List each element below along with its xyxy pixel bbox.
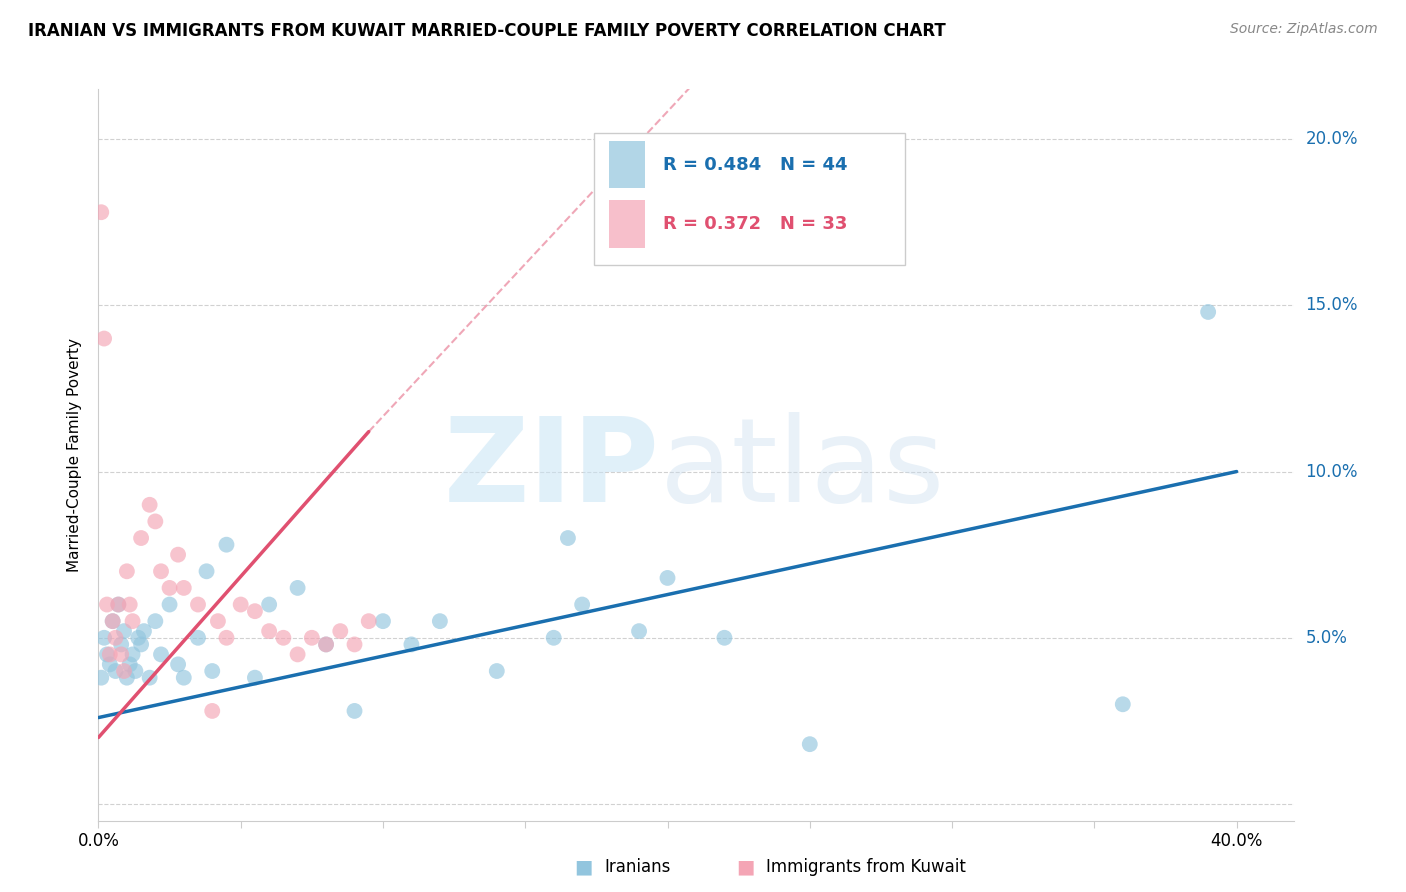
Point	[104, 631, 127, 645]
Y-axis label: Married-Couple Family Poverty: Married-Couple Family Poverty	[67, 338, 83, 572]
Point	[401, 637, 423, 651]
Point	[257, 598, 280, 612]
Point	[215, 538, 238, 552]
Point	[107, 598, 129, 612]
Point	[301, 631, 323, 645]
Point	[90, 205, 112, 219]
Point	[98, 648, 121, 662]
Text: ■: ■	[735, 857, 755, 877]
Text: ■: ■	[574, 857, 593, 877]
Point	[485, 664, 508, 678]
Point	[557, 531, 579, 545]
Point	[315, 637, 337, 651]
Text: R = 0.372   N = 33: R = 0.372 N = 33	[662, 215, 846, 233]
Point	[96, 648, 118, 662]
Point	[543, 631, 565, 645]
Point	[124, 664, 146, 678]
Point	[150, 564, 173, 578]
Point	[173, 581, 195, 595]
Point	[187, 598, 209, 612]
Text: Immigrants from Kuwait: Immigrants from Kuwait	[766, 858, 966, 876]
Point	[287, 648, 309, 662]
Text: ZIP: ZIP	[444, 412, 661, 527]
Point	[343, 704, 366, 718]
Point	[713, 631, 735, 645]
Point	[187, 631, 209, 645]
Text: 10.0%: 10.0%	[1305, 463, 1358, 481]
Point	[229, 598, 252, 612]
Point	[121, 648, 143, 662]
Point	[207, 614, 229, 628]
Point	[138, 671, 160, 685]
Point	[273, 631, 295, 645]
Point	[159, 581, 181, 595]
Point	[571, 598, 593, 612]
Point	[112, 624, 135, 639]
Point	[287, 581, 309, 595]
Point	[143, 614, 166, 628]
Point	[329, 624, 352, 639]
Text: 15.0%: 15.0%	[1305, 296, 1358, 314]
Point	[101, 614, 124, 628]
Point	[90, 671, 112, 685]
Point	[173, 671, 195, 685]
Point	[167, 548, 190, 562]
Point	[195, 564, 218, 578]
Point	[93, 332, 115, 346]
Point	[657, 571, 679, 585]
Point	[107, 598, 129, 612]
Point	[429, 614, 451, 628]
FancyBboxPatch shape	[609, 141, 644, 188]
Text: IRANIAN VS IMMIGRANTS FROM KUWAIT MARRIED-COUPLE FAMILY POVERTY CORRELATION CHAR: IRANIAN VS IMMIGRANTS FROM KUWAIT MARRIE…	[28, 22, 946, 40]
Text: Iranians: Iranians	[605, 858, 671, 876]
Point	[98, 657, 121, 672]
Point	[127, 631, 149, 645]
Point	[159, 598, 181, 612]
Point	[201, 664, 224, 678]
Point	[115, 671, 138, 685]
Point	[201, 704, 224, 718]
Point	[315, 637, 337, 651]
Text: atlas: atlas	[661, 412, 945, 527]
Point	[243, 604, 266, 618]
Text: 20.0%: 20.0%	[1305, 130, 1358, 148]
Point	[129, 531, 152, 545]
Point	[110, 648, 132, 662]
Point	[96, 598, 118, 612]
FancyBboxPatch shape	[595, 133, 905, 265]
Text: 5.0%: 5.0%	[1305, 629, 1347, 647]
Point	[215, 631, 238, 645]
Point	[143, 515, 166, 529]
Point	[167, 657, 190, 672]
Point	[799, 737, 821, 751]
Text: Source: ZipAtlas.com: Source: ZipAtlas.com	[1230, 22, 1378, 37]
Point	[1197, 305, 1219, 319]
Point	[115, 564, 138, 578]
Point	[93, 631, 115, 645]
Point	[118, 598, 141, 612]
Point	[129, 637, 152, 651]
Point	[357, 614, 380, 628]
Point	[257, 624, 280, 639]
Point	[132, 624, 155, 639]
FancyBboxPatch shape	[609, 200, 644, 248]
Point	[104, 664, 127, 678]
Point	[110, 637, 132, 651]
Point	[371, 614, 394, 628]
Point	[118, 657, 141, 672]
Point	[138, 498, 160, 512]
Point	[112, 664, 135, 678]
Point	[243, 671, 266, 685]
Point	[150, 648, 173, 662]
Point	[101, 614, 124, 628]
Point	[628, 624, 651, 639]
Point	[121, 614, 143, 628]
Point	[1112, 698, 1135, 712]
Point	[343, 637, 366, 651]
Text: R = 0.484   N = 44: R = 0.484 N = 44	[662, 155, 846, 174]
